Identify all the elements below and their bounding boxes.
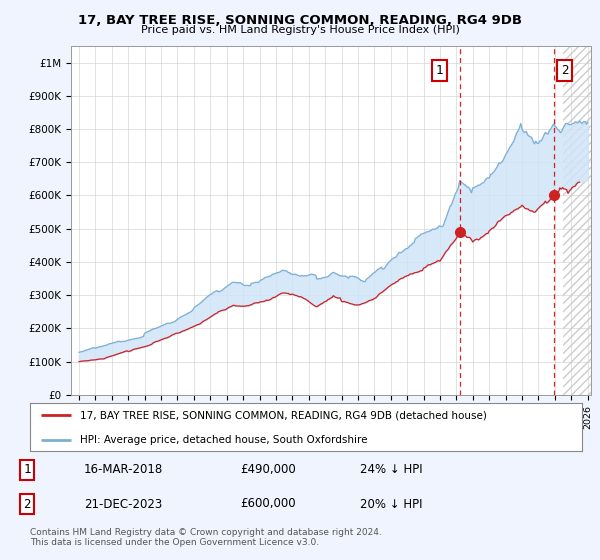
Text: 16-MAR-2018: 16-MAR-2018 — [84, 463, 163, 476]
Text: 20% ↓ HPI: 20% ↓ HPI — [360, 497, 422, 511]
Text: 17, BAY TREE RISE, SONNING COMMON, READING, RG4 9DB: 17, BAY TREE RISE, SONNING COMMON, READI… — [78, 14, 522, 27]
Bar — [563, 46, 591, 395]
Text: 2: 2 — [23, 497, 31, 511]
Text: 1: 1 — [436, 64, 443, 77]
Text: HPI: Average price, detached house, South Oxfordshire: HPI: Average price, detached house, Sout… — [80, 435, 367, 445]
Text: 17, BAY TREE RISE, SONNING COMMON, READING, RG4 9DB (detached house): 17, BAY TREE RISE, SONNING COMMON, READI… — [80, 410, 487, 420]
Text: 2: 2 — [561, 64, 569, 77]
Text: 24% ↓ HPI: 24% ↓ HPI — [360, 463, 422, 476]
Text: £600,000: £600,000 — [240, 497, 296, 511]
Text: 21-DEC-2023: 21-DEC-2023 — [84, 497, 162, 511]
Text: 1: 1 — [23, 463, 31, 476]
Text: Price paid vs. HM Land Registry's House Price Index (HPI): Price paid vs. HM Land Registry's House … — [140, 25, 460, 35]
Text: £490,000: £490,000 — [240, 463, 296, 476]
Text: Contains HM Land Registry data © Crown copyright and database right 2024.
This d: Contains HM Land Registry data © Crown c… — [30, 528, 382, 548]
